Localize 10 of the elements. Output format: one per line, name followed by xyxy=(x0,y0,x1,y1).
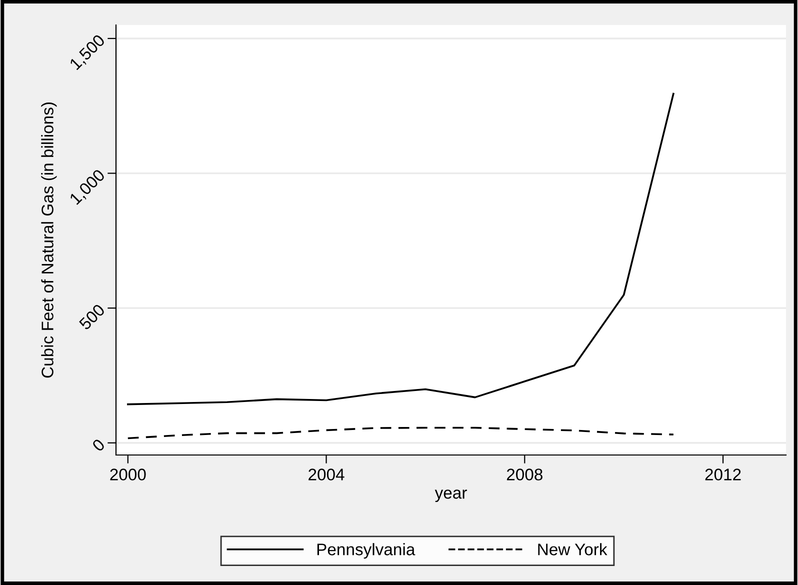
x-tick-label: 2012 xyxy=(705,468,741,480)
y-axis-title: Cubic Feet of Natural Gas (in billions) xyxy=(41,102,57,378)
legend-label: New York xyxy=(538,543,608,556)
y-tick-label: 500 xyxy=(78,303,106,330)
legend-label: Pennsylvania xyxy=(317,543,416,559)
x-tick-label: 2004 xyxy=(308,468,344,480)
x-tick-label: 2008 xyxy=(506,468,542,480)
x-axis-title: year xyxy=(434,490,467,502)
y-tick-label: 0 xyxy=(92,438,106,452)
x-tick-label: 2000 xyxy=(110,468,146,480)
